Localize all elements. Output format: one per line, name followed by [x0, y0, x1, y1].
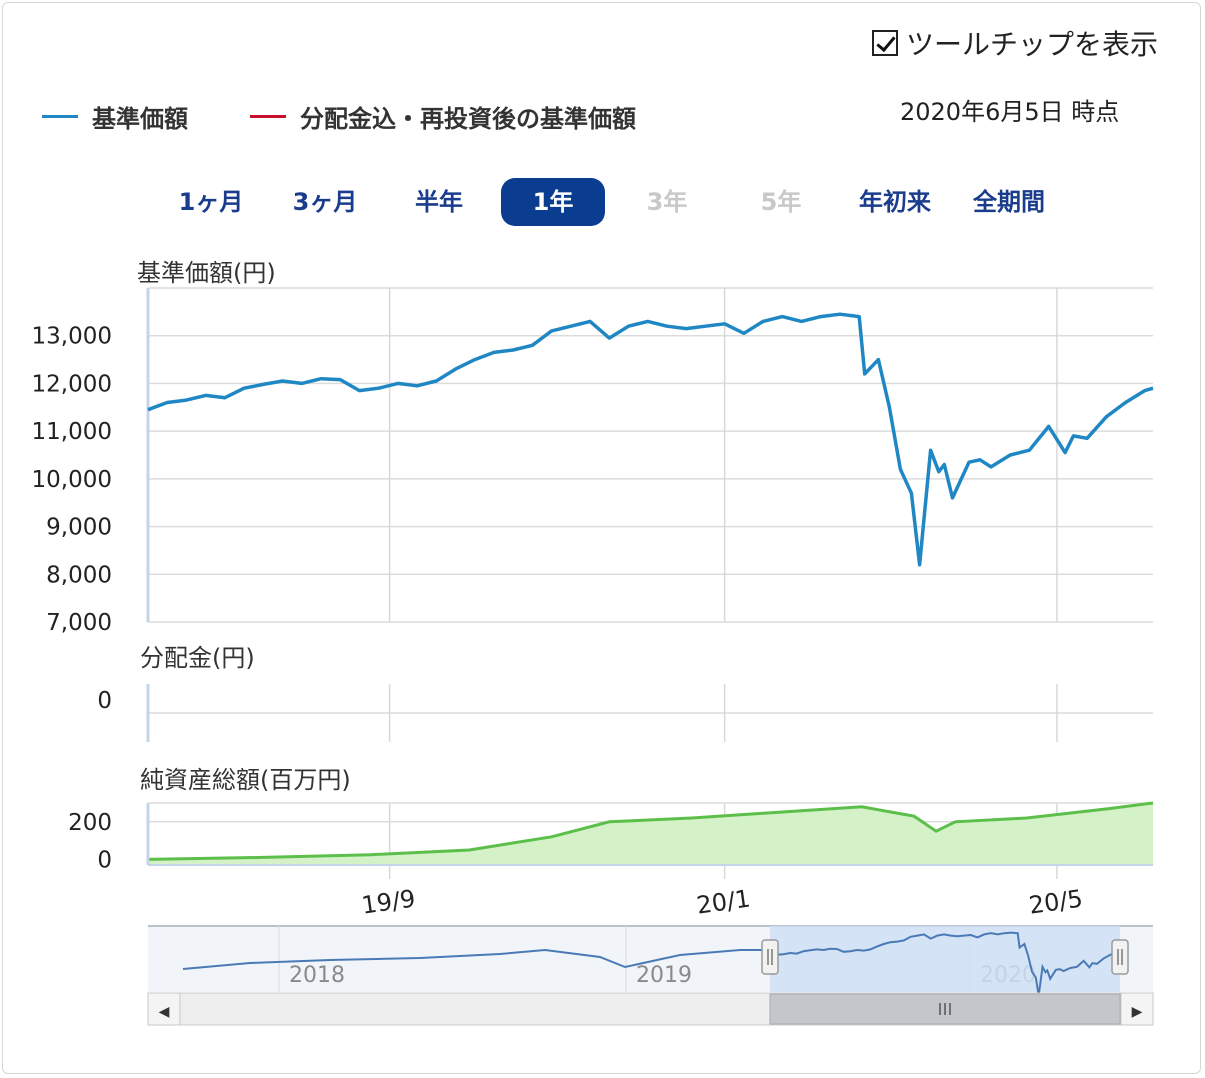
handle-body [1111, 939, 1129, 975]
legend-swatch-nav [42, 114, 78, 118]
nav-y-tick-label: 12,000 [32, 371, 112, 397]
net-assets-y-tick-label: 200 [68, 810, 112, 836]
nav-chart-series [147, 312, 1154, 567]
nav-y-tick-label: 10,000 [32, 467, 112, 493]
net-assets-chart-title: 純資産総額(百万円) [140, 766, 351, 794]
legend-label-adjusted-nav: 分配金込・再投資後の基準価額 [300, 104, 636, 133]
legend-item-nav[interactable]: 基準価額 [42, 100, 188, 133]
net-assets-line [147, 801, 1154, 861]
range-button-5y[interactable]: 5年 [729, 178, 833, 226]
distribution-chart-y-axis: 0 [97, 688, 112, 714]
navigator-year-label: 2019 [636, 963, 692, 988]
nav-y-tick-label: 11,000 [32, 419, 112, 445]
range-button-3m[interactable]: 3ヶ月 [273, 178, 377, 226]
net-assets-area-fill [148, 803, 1153, 865]
nav-chart-y-axis: 7,000 8,000 9,000 10,000 11,000 12,000 13,000 [32, 324, 112, 636]
tooltip-label: ツールチップを表示 [906, 28, 1159, 61]
range-selector: 1ヶ月 3ヶ月 半年 1年 3年 5年 年初来 全期間 [0, 178, 1205, 226]
navigator-year-label: 2018 [289, 963, 345, 988]
legend-swatch-adjusted-nav [250, 114, 286, 118]
net-assets-y-tick-label: 0 [97, 847, 112, 873]
legend-item-adjusted-nav[interactable]: 分配金込・再投資後の基準価額 [250, 100, 636, 133]
x-tick-label: 19/9 [360, 884, 417, 919]
tooltip-checkbox[interactable] [872, 30, 898, 56]
nav-chart-title: 基準価額(円) [137, 259, 276, 287]
distribution-chart-grid [146, 684, 1153, 742]
nav-y-tick-label: 8,000 [46, 562, 112, 588]
net-assets-chart-series [146, 801, 1154, 866]
date-x-axis: 19/9 20/1 20/5 [360, 884, 1085, 919]
range-button-1y[interactable]: 1年 [501, 178, 605, 226]
distribution-y-tick-label: 0 [97, 688, 112, 714]
range-button-1m[interactable]: 1ヶ月 [159, 178, 263, 226]
tooltip-toggle[interactable]: ツールチップを表示 [872, 26, 1159, 61]
range-navigator[interactable]: 201820192020◀▶ [147, 925, 1154, 1026]
as-of-date: 2020年6月5日 時点 [900, 98, 1120, 126]
range-button-ytd[interactable]: 年初来 [843, 178, 947, 226]
scroll-right-button[interactable] [1120, 992, 1154, 1026]
navigator-right-handle[interactable] [1111, 939, 1129, 975]
navigator-selected-range [770, 926, 1120, 992]
range-button-6m[interactable]: 半年 [387, 178, 491, 226]
nav-chart-grid [146, 287, 1153, 623]
nav-y-tick-label: 13,000 [32, 324, 112, 350]
x-tick-label: 20/5 [1027, 884, 1084, 919]
scroll-right-arrow-icon: ▶ [1132, 1004, 1143, 1020]
legend-label-nav: 基準価額 [92, 104, 188, 133]
range-button-3y[interactable]: 3年 [615, 178, 719, 226]
scroll-left-arrow-icon: ◀ [159, 1004, 170, 1020]
navigator-left-handle[interactable] [761, 939, 779, 975]
navigator-scrollbar[interactable]: ◀ ▶ [147, 992, 1154, 1026]
nav-y-tick-label: 7,000 [46, 610, 112, 636]
range-button-all[interactable]: 全期間 [957, 178, 1061, 226]
handle-body [761, 939, 779, 975]
nav-y-tick-label: 9,000 [46, 515, 112, 541]
distribution-chart-title: 分配金(円) [140, 644, 255, 672]
nav-series-line [147, 312, 1154, 567]
x-tick-label: 20/1 [695, 884, 752, 919]
scroll-left-button[interactable] [147, 992, 181, 1026]
